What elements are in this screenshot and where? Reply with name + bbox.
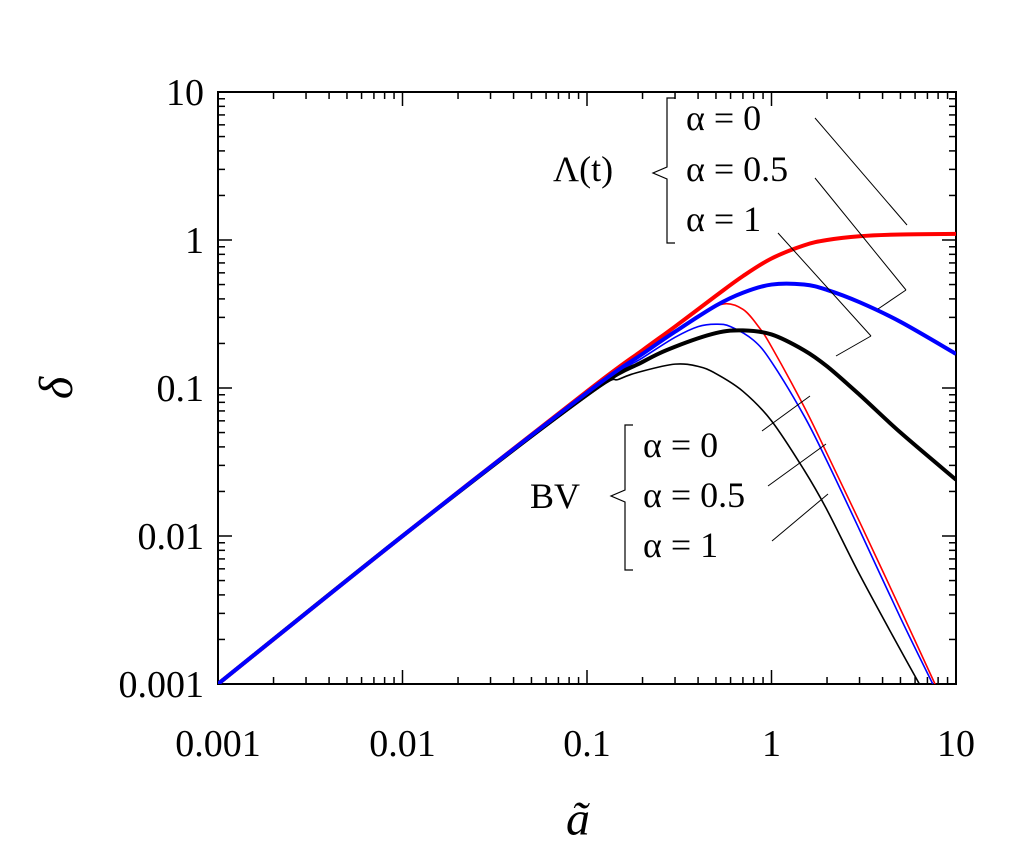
bv-alpha-0-leader bbox=[761, 395, 811, 432]
bv-group-label: BV bbox=[530, 476, 580, 516]
y-axis-label: δ bbox=[30, 376, 83, 399]
lambda-alpha-1-leader bbox=[777, 232, 872, 337]
x-tick-label: 1 bbox=[762, 723, 781, 765]
series-lines bbox=[218, 231, 956, 684]
lambda-alpha-05-label: α = 0.5 bbox=[686, 149, 788, 189]
series-line-lambda-1 bbox=[218, 328, 956, 684]
x-tick-label: 10 bbox=[937, 723, 975, 765]
bv-brace bbox=[609, 424, 633, 571]
y-tick-label: 0.1 bbox=[157, 368, 205, 410]
x-axis-label: ã bbox=[566, 793, 590, 846]
series-line-lambda-05 bbox=[218, 281, 956, 684]
x-tick-label: 0.001 bbox=[175, 723, 261, 765]
lambda-alpha-05-leader-tail bbox=[877, 289, 907, 310]
lambda-group-annotation: Λ(t) α = 0 α = 0.5 α = 1 bbox=[553, 97, 908, 357]
y-tick-label: 1 bbox=[185, 220, 204, 262]
y-tick-label: 0.01 bbox=[138, 516, 205, 558]
y-tick-label: 0.001 bbox=[119, 664, 205, 706]
bv-alpha-0-label: α = 0 bbox=[643, 425, 718, 465]
lambda-alpha-0-leader bbox=[814, 117, 908, 226]
series-line-bv-1 bbox=[218, 363, 921, 684]
lambda-brace bbox=[651, 97, 675, 244]
lambda-alpha-0-label: α = 0 bbox=[686, 98, 761, 138]
lambda-alpha-1-label: α = 1 bbox=[686, 199, 761, 239]
lambda-alpha-1-leader-tail bbox=[835, 335, 872, 357]
bv-group-annotation: BV α = 0 α = 0.5 α = 1 bbox=[530, 395, 829, 571]
series-line-lambda-0 bbox=[218, 231, 956, 684]
bv-alpha-05-label: α = 0.5 bbox=[643, 475, 745, 515]
lambda-alpha-05-leader bbox=[814, 177, 907, 291]
x-tick-label: 0.01 bbox=[369, 723, 436, 765]
x-tick-labels: 0.001 0.01 0.1 1 10 bbox=[175, 723, 975, 765]
y-tick-label: 10 bbox=[166, 72, 204, 114]
bv-alpha-05-leader bbox=[767, 443, 827, 487]
bv-alpha-1-label: α = 1 bbox=[643, 525, 718, 565]
y-tick-labels: 0.001 0.01 0.1 1 10 bbox=[119, 72, 205, 706]
bv-alpha-1-leader bbox=[771, 493, 829, 542]
lambda-group-label: Λ(t) bbox=[553, 149, 613, 189]
x-tick-label: 0.1 bbox=[563, 723, 611, 765]
axis-ticks bbox=[217, 91, 957, 685]
